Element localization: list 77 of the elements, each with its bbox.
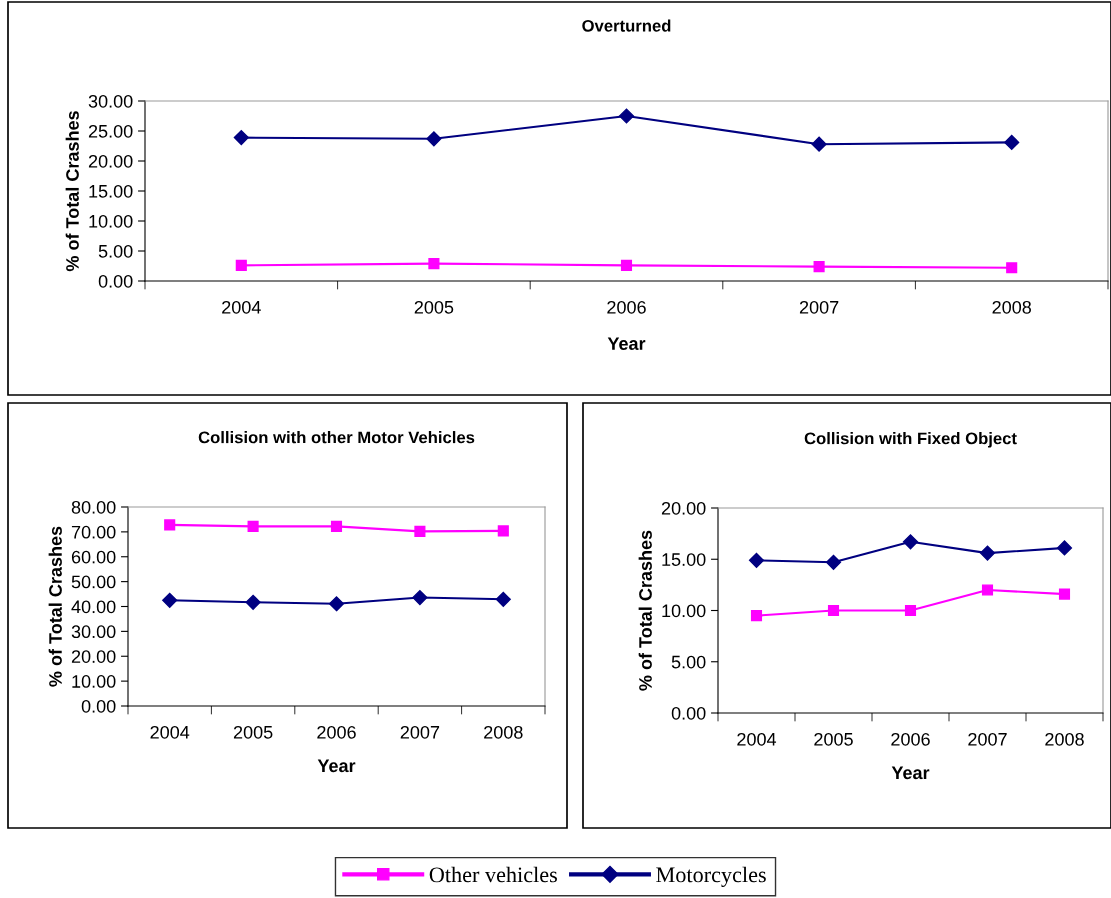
legend-label: Other vehicles — [429, 866, 557, 883]
x-tick-label: 2004 — [150, 725, 190, 739]
x-tick-label: 2006 — [317, 725, 356, 739]
point — [428, 258, 440, 270]
point — [330, 520, 343, 532]
y-tick-label: 30.00 — [88, 94, 133, 108]
x-tick-label: 2007 — [968, 732, 1007, 746]
y-tick-label: 5.00 — [98, 244, 133, 258]
x-tick-label: 2008 — [484, 725, 523, 739]
y-axis-title: % of Total Crashes — [65, 111, 79, 272]
point — [495, 591, 511, 607]
x-tick-label: 2004 — [737, 732, 777, 746]
y-tick-label: 20.00 — [88, 154, 133, 168]
point — [981, 584, 994, 596]
y-tick-label: 50.00 — [71, 575, 116, 589]
point — [813, 261, 825, 273]
point — [497, 525, 509, 537]
y-tick-label: 40.00 — [71, 600, 116, 614]
legend-label: Motorcycles — [656, 866, 766, 887]
x-axis-title: Year — [317, 759, 356, 773]
x-axis-title: Year — [607, 337, 646, 350]
y-tick-label: 0.00 — [81, 699, 116, 713]
point — [620, 259, 633, 271]
x-axis-title: Year — [891, 766, 930, 780]
point — [328, 596, 345, 612]
point — [414, 525, 426, 537]
y-tick-label: 15.00 — [89, 184, 133, 198]
point — [750, 610, 763, 622]
x-tick-label: 2007 — [400, 725, 440, 739]
y-tick-label: 60.00 — [71, 550, 116, 564]
point — [811, 136, 827, 152]
point — [162, 592, 178, 608]
point — [1056, 540, 1073, 556]
y-tick-label: 10.00 — [89, 214, 133, 228]
point — [233, 130, 249, 146]
y-tick-label: 25.00 — [88, 124, 133, 138]
x-tick-label: 2007 — [799, 300, 839, 314]
point — [1006, 262, 1018, 274]
x-tick-label: 2008 — [992, 300, 1031, 314]
y-tick-label: 30.00 — [71, 625, 116, 639]
point — [1004, 134, 1020, 150]
point — [827, 604, 840, 617]
y-tick-label: 20.00 — [71, 650, 116, 663]
point — [412, 589, 428, 606]
y-tick-label: 10.00 — [72, 675, 116, 688]
y-tick-label: 5.00 — [671, 655, 706, 669]
chart-title: Collision with Fixed Object — [804, 432, 1017, 448]
point — [247, 520, 259, 532]
chart-title: Collision with other Motor Vehicles — [198, 431, 475, 444]
x-tick-label: 2005 — [233, 725, 273, 739]
point — [904, 604, 917, 617]
x-tick-label: 2006 — [607, 300, 646, 314]
point — [618, 108, 635, 124]
y-tick-label: 80.00 — [71, 500, 116, 514]
y-tick-label: 10.00 — [662, 604, 706, 618]
point — [825, 554, 842, 570]
x-tick-label: 2006 — [891, 732, 930, 746]
chart-title: Overturned — [582, 19, 671, 32]
y-tick-label: 15.00 — [662, 553, 706, 566]
point — [245, 594, 261, 610]
point — [235, 259, 247, 271]
x-tick-label: 2008 — [1045, 732, 1084, 746]
point — [902, 534, 919, 550]
point — [1058, 588, 1071, 600]
y-axis-title: % of Total Crashes — [638, 530, 652, 691]
y-tick-label: 0.00 — [671, 706, 706, 720]
y-tick-label: 0.00 — [98, 274, 133, 288]
y-axis-title: % of Total Crashes — [48, 526, 62, 687]
y-tick-label: 70.00 — [71, 525, 116, 539]
point — [164, 519, 176, 531]
x-tick-label: 2005 — [814, 732, 853, 746]
y-tick-label: 20.00 — [661, 501, 706, 515]
x-tick-label: 2004 — [222, 300, 261, 314]
point — [979, 545, 996, 561]
point — [748, 552, 765, 568]
point — [426, 131, 442, 147]
x-tick-label: 2005 — [414, 300, 454, 314]
